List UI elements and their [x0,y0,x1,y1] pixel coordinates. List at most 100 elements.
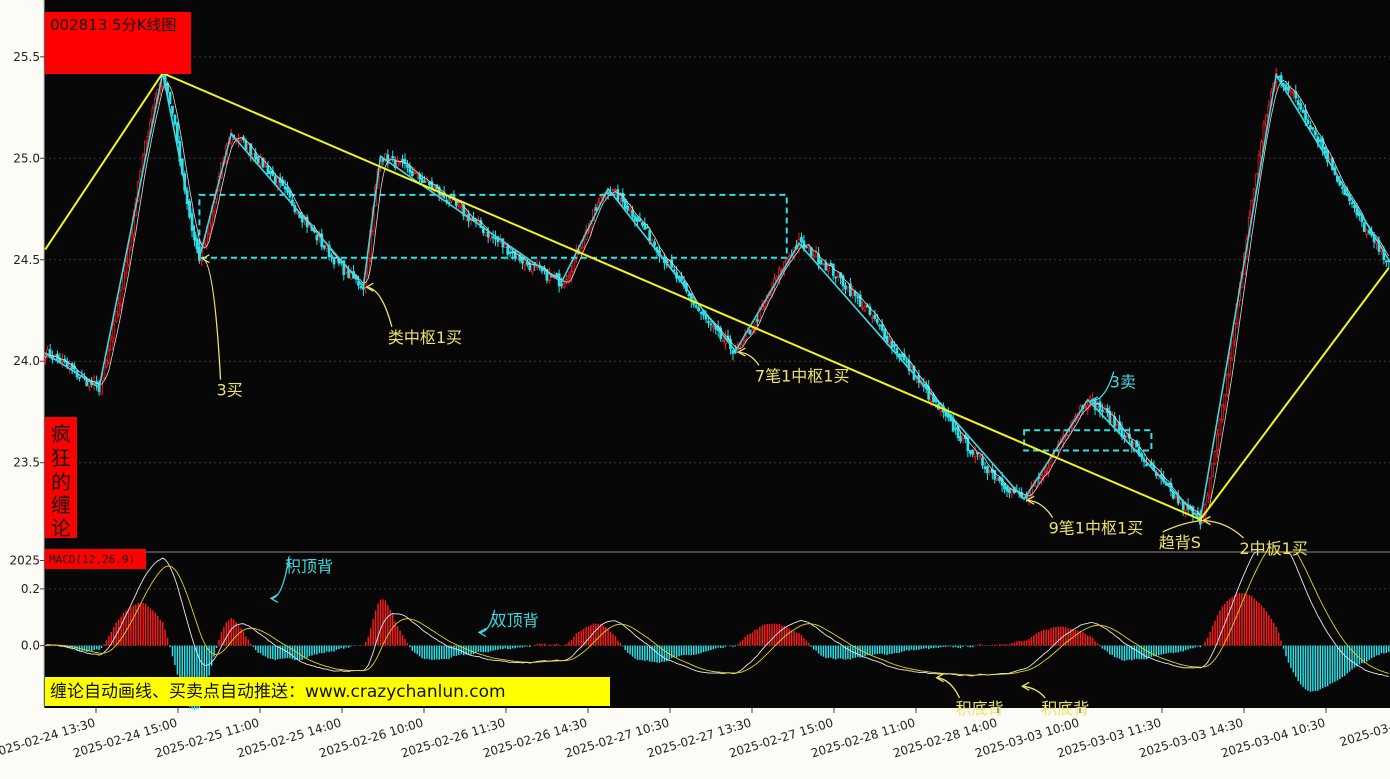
candle-body [986,466,989,474]
candle-body [1306,119,1310,124]
candle-body [266,165,270,175]
candle-body [119,289,123,306]
annotation-arrow [1162,519,1204,533]
candle-body [107,350,111,364]
candle-body [1008,488,1011,494]
candle-body [1206,495,1210,503]
candle-body [968,450,972,454]
candle-body [570,271,573,279]
candle-body [616,189,620,201]
candle-body [384,153,387,160]
candle-body [1125,434,1129,437]
candle-body [1265,114,1268,126]
candle-body [709,323,713,326]
macd-label: MACD(12,26,9) [49,553,135,566]
candle-body [959,436,962,442]
candle-body [462,204,466,217]
candle-body [983,466,987,470]
macd-label-bg [45,549,146,569]
candle-body [521,258,524,264]
candle-body [1309,125,1312,130]
candle-body [494,236,497,240]
candle-body [910,366,913,371]
candle-body [800,237,803,243]
candle-body [332,258,336,265]
candle-body [420,177,424,183]
annotation-label: 3卖 [1110,373,1136,392]
candle-body [207,222,211,235]
candle-body [1384,260,1388,263]
side-badge-bg [45,417,77,538]
candle-body [1313,130,1317,136]
candle-body [643,223,647,230]
candle-body [166,82,169,93]
candle-body [315,234,319,241]
candle-body [102,367,106,379]
candle-body [1083,406,1087,409]
candle-body [1387,259,1390,263]
candle-body [403,159,407,165]
annotation-arrowhead [1089,396,1099,406]
candle-body [626,205,630,211]
candle-body [993,469,997,480]
annotation-arrow [478,609,496,634]
candle-body [508,251,512,254]
candle-body [256,156,260,164]
candle-body [567,274,571,279]
candle-body [606,192,610,195]
candle-body [413,171,417,174]
macd-tick-label: 0.0 [21,639,40,653]
candle-body [359,286,363,289]
candle-body [249,143,253,156]
macd-dif-line [45,551,1389,677]
annotation-arrowhead [737,347,746,357]
candle-body [731,350,735,354]
candle-body [1101,409,1104,413]
candle-body [1304,110,1307,120]
candle-body [1230,341,1234,359]
candle-body [1350,202,1354,205]
annotation-arrowhead [269,593,279,603]
candle-body [481,226,485,234]
candle-body [1323,146,1327,154]
candle-body [890,341,894,348]
annotation-arrow [1203,519,1244,539]
candle-body [1145,464,1148,467]
candle-body [48,349,52,358]
promo-banner-text[interactable]: 缠论自动画线、买卖点自动推送：www.crazychanlun.com [50,682,506,702]
candle-body [1362,222,1366,232]
chanlun-lines [44,71,1390,522]
candle-body [484,231,488,236]
candle-body [281,179,284,186]
candle-body [459,206,463,209]
candle-body [545,269,549,281]
candle-body [406,164,409,168]
candle-body [124,261,128,274]
annotation-arrow [1090,371,1115,402]
annotation-arrow [936,677,961,699]
candle-body [479,220,483,229]
candle-body [873,314,877,319]
candle-body [1044,470,1048,473]
candle-body [1225,374,1229,396]
macd-axis: 2025 0.2 0.0 [9,554,44,653]
pivot-box [198,193,788,259]
candle-body [888,339,891,344]
plot-background [44,0,1390,708]
candle-body [648,230,652,241]
candle-body [981,457,984,466]
candle-body [239,137,243,141]
candle-body [1340,186,1344,189]
candle-body [973,449,977,458]
candle-body [428,181,431,185]
candle-body [751,328,754,333]
candle-body [114,311,118,323]
candle-body [1367,229,1371,234]
candle-body [572,259,576,272]
candle-body [1005,486,1009,492]
macd-pane [45,551,1390,711]
price-tick-label: 24.5 [13,253,40,267]
price-tick-label: 23.5 [13,456,40,470]
